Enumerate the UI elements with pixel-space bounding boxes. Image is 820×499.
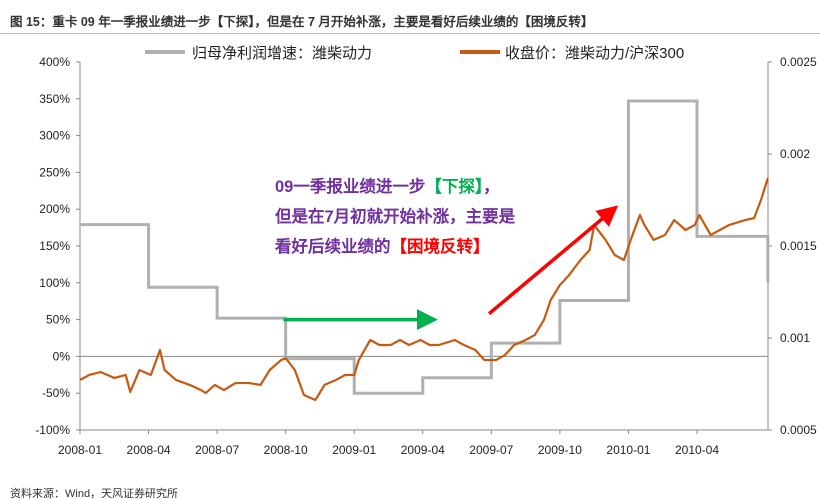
x-tick-label: 2009-10 bbox=[538, 443, 582, 457]
annotation-text: ， bbox=[483, 178, 500, 196]
x-tick-label: 2009-04 bbox=[401, 443, 445, 457]
figure-title: 图 15：重卡 09 年一季报业绩进一步【下探】，但是在 7 月开始补涨，主要是… bbox=[10, 15, 594, 29]
annotation-highlight-green: 【下探】 bbox=[425, 178, 484, 196]
annotation-highlight-red: 【困境反转】 bbox=[390, 238, 490, 256]
y-left-tick-label: 350% bbox=[39, 92, 70, 106]
x-tick-label: 2008-07 bbox=[195, 443, 239, 457]
y-left-tick-label: 100% bbox=[39, 276, 70, 290]
annotation-line-2: 但是在7月初就开始补涨，主要是 bbox=[275, 208, 516, 226]
red-arrow bbox=[487, 205, 619, 316]
x-tick-label: 2010-04 bbox=[675, 443, 719, 457]
annotation-text: 09一季报业绩进一步 bbox=[275, 178, 426, 196]
annotation-text: 看好后续业绩的 bbox=[275, 238, 391, 256]
y-right-tick-label: 0.0005 bbox=[780, 423, 817, 437]
series-earnings-growth-line bbox=[80, 99, 770, 395]
y-left-tick-label: -100% bbox=[35, 423, 70, 437]
x-tick-label: 2008-04 bbox=[127, 443, 171, 457]
y-left-tick-label: 250% bbox=[39, 165, 70, 179]
y-left-tick-label: 400% bbox=[39, 55, 70, 69]
y-left-tick-label: 50% bbox=[46, 313, 70, 327]
y-left-tick-label: 300% bbox=[39, 129, 70, 143]
y-left-tick-label: 200% bbox=[39, 202, 70, 216]
title-divider bbox=[0, 33, 820, 34]
annotation-line-3: 看好后续业绩的【困境反转】 bbox=[275, 233, 490, 257]
y-left-tick-label: 0% bbox=[53, 349, 71, 363]
x-tick-label: 2008-01 bbox=[58, 443, 102, 457]
x-tick-label: 2008-10 bbox=[264, 443, 308, 457]
y-right-tick-label: 0.001 bbox=[780, 331, 810, 345]
y-left-tick-label: 150% bbox=[39, 239, 70, 253]
source-note: 资料来源：Wind，天风证券研究所 bbox=[10, 488, 179, 499]
y-right-tick-label: 0.002 bbox=[780, 147, 810, 161]
x-tick-label: 2010-01 bbox=[606, 443, 650, 457]
legend-label-earnings: 归母净利润增速：潍柴动力 bbox=[192, 45, 372, 62]
annotation-line-1: 09一季报业绩进一步【下探】， bbox=[275, 173, 500, 197]
y-left-tick-label: -50% bbox=[42, 386, 70, 400]
legend-label-price: 收盘价：潍柴动力/沪深300 bbox=[505, 44, 684, 62]
x-tick-label: 2009-07 bbox=[469, 443, 513, 457]
x-tick-label: 2009-01 bbox=[332, 443, 376, 457]
y-right-tick-label: 0.0025 bbox=[780, 55, 817, 69]
y-right-tick-label: 0.0015 bbox=[780, 239, 817, 253]
